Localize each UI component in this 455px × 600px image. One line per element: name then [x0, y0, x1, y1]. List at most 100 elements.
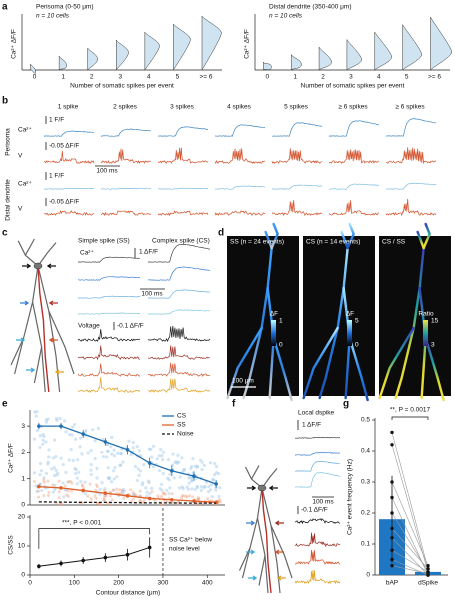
dendrite [244, 466, 263, 489]
x-tick-label: 5 [405, 74, 409, 81]
y-tick-label: 0 [21, 502, 25, 509]
scatter-cloud [141, 481, 145, 485]
data-point [390, 511, 394, 515]
data-point [37, 424, 41, 428]
data-point [390, 443, 394, 447]
scatter-cloud [138, 489, 142, 493]
trace [43, 187, 95, 190]
scatter-cloud [41, 438, 45, 442]
data-point [170, 469, 174, 473]
scatter-cloud [84, 428, 88, 433]
scatter-cloud [144, 486, 148, 490]
trace [77, 312, 140, 315]
scatter-cloud [83, 491, 87, 496]
scatter-cloud [160, 454, 164, 458]
scatter-cloud [153, 498, 157, 502]
scatter-cloud [35, 429, 39, 433]
scatter-cloud [160, 494, 164, 498]
scatter-cloud [70, 489, 74, 493]
trace [77, 363, 141, 377]
scatter-cloud [132, 492, 136, 496]
x-tick-label: >= 6 [199, 74, 212, 81]
data-point [214, 482, 218, 486]
y-tick-label: 0.5 [361, 417, 370, 424]
scatter-cloud [38, 482, 43, 486]
scatter-cloud [94, 488, 98, 492]
scatter-cloud [167, 478, 171, 482]
y-tick-label: 10 [18, 543, 26, 550]
data-point [147, 461, 152, 465]
scatter-cloud [46, 462, 50, 466]
colorbar-label: ΔF [346, 311, 354, 318]
annotation: **, P = 0.0017 [390, 407, 431, 414]
scatter-cloud [110, 435, 114, 439]
scatter-cloud [213, 472, 217, 477]
scatter-cloud [69, 479, 73, 483]
colorbar [347, 320, 352, 346]
scatter-cloud [166, 458, 171, 462]
scatter-cloud [42, 434, 46, 439]
scatter-cloud [112, 488, 116, 492]
scatter-cloud [79, 479, 83, 484]
panel-title: Local dspike [298, 410, 335, 417]
dendrite [250, 465, 260, 480]
scatter-cloud [44, 418, 48, 422]
panel-label: a [2, 2, 8, 13]
scatter-cloud [106, 476, 110, 480]
scatter-cloud [110, 480, 114, 484]
data-point [390, 548, 394, 552]
x-tick-label: 5 [176, 74, 180, 81]
y-tick-label: 20 [18, 514, 26, 521]
dendrite [14, 265, 39, 375]
scatter-cloud [51, 456, 55, 460]
scatter-cloud [102, 495, 106, 499]
scale-label: -0.1 ΔF/F [301, 507, 328, 514]
data-point [426, 571, 430, 576]
scatter-cloud [71, 425, 75, 429]
column-header: 3 spikes [170, 104, 195, 111]
column-header: ≥ 6 spikes [395, 104, 425, 111]
x-tick-label: 0 [28, 580, 32, 587]
scatter-cloud [195, 484, 199, 488]
x-tick-label: >= 6 [428, 74, 441, 81]
annotation: noise level [169, 546, 200, 553]
scatter-cloud [189, 464, 194, 469]
data-point [59, 486, 63, 490]
image-title: SS (n = 24 events) [230, 239, 284, 246]
scatter-cloud [44, 420, 49, 424]
row-label: Perisoma [5, 128, 12, 156]
scatter-cloud [67, 458, 71, 462]
colorbar-label: ΔF [270, 311, 278, 318]
trace [43, 209, 95, 216]
scatter-cloud [44, 440, 48, 444]
scatter-cloud [37, 495, 41, 499]
x-tick-label: 300 [158, 580, 169, 587]
scatter-cloud [46, 460, 50, 464]
column-header: 2 spikes [113, 104, 138, 111]
x-tick-label: bAP [386, 580, 398, 587]
scatter-cloud [47, 448, 51, 452]
y-axis-label: Ca²⁺ ΔF/F [11, 29, 18, 59]
scatter-cloud [38, 473, 42, 477]
scatter-cloud [33, 410, 37, 414]
scatter-cloud [70, 433, 74, 437]
scatter-cloud [171, 452, 175, 456]
trace [271, 184, 323, 190]
scatter-cloud [34, 414, 38, 418]
panel-title: Distal dendrite (350-400 μm) [269, 4, 352, 11]
scatter-cloud [54, 416, 59, 421]
scatter-cloud [42, 494, 46, 498]
scatter-cloud [159, 482, 164, 486]
y-tick-label: 0.4 [361, 448, 370, 455]
scatter-cloud [78, 445, 82, 449]
scatter-cloud [151, 464, 156, 469]
colorbar-tick: 1 [279, 318, 283, 325]
dendrite [17, 240, 39, 267]
scatter-cloud [206, 490, 211, 494]
data-point [426, 564, 430, 568]
scatter-cloud [159, 448, 163, 452]
scatter-cloud [52, 474, 57, 478]
scatter-cloud [185, 485, 189, 489]
dendrite-signal [424, 336, 445, 402]
